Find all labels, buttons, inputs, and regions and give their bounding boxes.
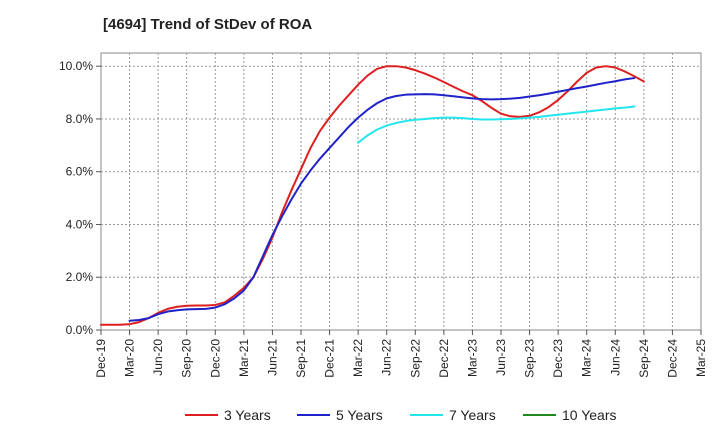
y-tick-label: 4.0% — [66, 217, 94, 231]
x-tick-label: Mar-21 — [237, 339, 251, 377]
axis-layer: 0.0% 2.0% 4.0% 6.0% 8.0% 10.0% Dec-19 Mar-20 Jun… — [59, 59, 708, 378]
y-tick-label: 0.0% — [66, 323, 94, 337]
legend-label: 3 Years — [224, 407, 271, 423]
x-tick-label: Dec-21 — [323, 339, 337, 378]
x-tick-label: Sep-23 — [523, 339, 537, 378]
legend-label: 10 Years — [562, 407, 617, 423]
legend-layer: 3 Years 5 Years 7 Years 10 Years — [185, 407, 617, 423]
x-tick-label: Dec-24 — [665, 339, 679, 378]
x-tick-label: Jun-23 — [494, 339, 508, 376]
y-tick-label: 10.0% — [59, 59, 93, 73]
x-tick-label: Mar-22 — [351, 339, 365, 377]
x-tick-label: Sep-22 — [408, 339, 422, 378]
legend-label: 7 Years — [449, 407, 496, 423]
x-tick-label: Mar-20 — [123, 339, 137, 377]
legend-label: 5 Years — [336, 407, 383, 423]
x-tick-label: Jun-22 — [380, 339, 394, 376]
y-tick-label: 8.0% — [66, 112, 94, 126]
x-tick-label: Mar-25 — [694, 339, 708, 377]
series-line-3-years — [100, 65, 645, 326]
x-tick-label: Dec-23 — [551, 339, 565, 378]
y-tick-label: 6.0% — [66, 165, 94, 179]
chart-title: [4694] Trend of StDev of ROA — [103, 16, 313, 33]
series-line-7-years — [357, 105, 636, 144]
y-tick-label: 2.0% — [66, 270, 94, 284]
x-tick-label: Jun-21 — [265, 339, 279, 376]
x-tick-label: Jun-20 — [151, 339, 165, 376]
x-tick-label: Sep-24 — [637, 339, 651, 378]
x-tick-label: Dec-19 — [94, 339, 108, 378]
series-line-5-years — [128, 77, 636, 322]
x-tick-label: Sep-21 — [294, 339, 308, 378]
x-tick-label: Mar-23 — [465, 339, 479, 377]
x-tick-label: Dec-20 — [208, 339, 222, 378]
x-tick-label: Sep-20 — [180, 339, 194, 378]
x-tick-label: Jun-24 — [608, 339, 622, 376]
grid-layer — [100, 52, 702, 331]
x-tick-label: Mar-24 — [580, 339, 594, 377]
x-tick-label: Dec-22 — [437, 339, 451, 378]
series-layer — [100, 65, 645, 326]
plot-area — [100, 52, 702, 331]
